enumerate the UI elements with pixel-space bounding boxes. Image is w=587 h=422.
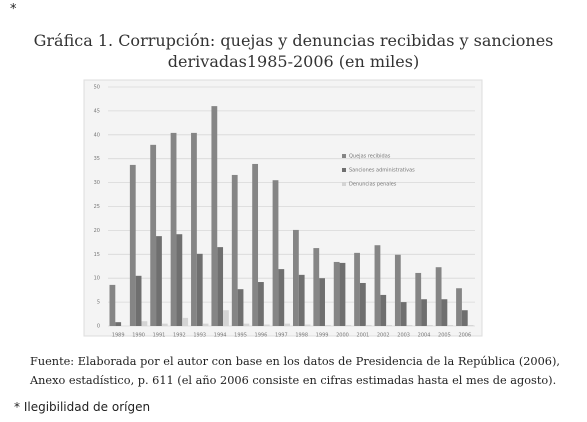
x-tick-label: 1999 bbox=[316, 333, 329, 339]
bar bbox=[298, 274, 305, 326]
x-tick-label: 2002 bbox=[377, 333, 390, 339]
bar bbox=[324, 325, 331, 326]
bar bbox=[447, 325, 454, 326]
bar bbox=[272, 180, 279, 326]
y-tick-label: 45 bbox=[94, 108, 100, 114]
bar bbox=[359, 282, 366, 326]
bar bbox=[313, 248, 320, 326]
legend-label: Quejas recibidas bbox=[349, 154, 391, 160]
bar bbox=[304, 324, 311, 326]
bar bbox=[394, 254, 401, 326]
bar bbox=[150, 144, 157, 326]
x-tick-label: 2003 bbox=[397, 333, 410, 339]
bar bbox=[333, 261, 340, 326]
bar bbox=[354, 252, 360, 326]
bar bbox=[237, 289, 244, 326]
bar bbox=[191, 132, 197, 326]
bar bbox=[223, 310, 229, 326]
bar bbox=[421, 299, 427, 326]
y-tick-label: 0 bbox=[97, 324, 100, 330]
bar bbox=[292, 229, 299, 326]
marker: * bbox=[10, 2, 17, 17]
bar bbox=[141, 321, 148, 326]
legend-swatch bbox=[342, 154, 346, 158]
x-tick-label: 2001 bbox=[356, 333, 369, 339]
bar bbox=[217, 247, 224, 326]
bar bbox=[109, 284, 116, 326]
bar bbox=[252, 163, 259, 326]
bar bbox=[319, 278, 325, 326]
y-tick-label: 50 bbox=[94, 85, 100, 91]
bar bbox=[176, 234, 183, 326]
bar bbox=[156, 236, 162, 326]
legend-label: Sanciones administrativas bbox=[349, 168, 415, 174]
bar bbox=[461, 310, 468, 326]
source-note: Fuente: Elaborada por el autor con base … bbox=[30, 355, 560, 387]
x-tick-label: 2005 bbox=[438, 333, 451, 339]
y-tick-label: 25 bbox=[94, 204, 100, 210]
bar bbox=[456, 288, 462, 326]
bar bbox=[115, 322, 122, 326]
bar bbox=[258, 282, 264, 326]
y-tick-label: 40 bbox=[94, 132, 100, 138]
x-tick-label: 1992 bbox=[173, 333, 186, 339]
bar bbox=[426, 325, 433, 326]
bar bbox=[278, 269, 285, 326]
legend-swatch bbox=[342, 182, 346, 186]
x-tick-label: 1989 bbox=[112, 333, 125, 339]
x-tick-label: 1990 bbox=[132, 333, 145, 339]
bar bbox=[211, 106, 218, 327]
bar bbox=[202, 323, 209, 326]
bar bbox=[196, 253, 203, 326]
bar bbox=[231, 174, 238, 326]
bar bbox=[243, 323, 250, 326]
bar bbox=[467, 325, 474, 326]
bar bbox=[170, 132, 177, 326]
legend-label: Denuncias penales bbox=[349, 182, 397, 188]
footnote: * Ilegibilidad de orígen bbox=[14, 400, 151, 414]
y-tick-label: 35 bbox=[94, 156, 100, 162]
bar bbox=[129, 164, 136, 326]
legend-swatch bbox=[342, 168, 346, 172]
x-tick-label: 2006 bbox=[458, 333, 471, 339]
bar bbox=[386, 325, 392, 326]
bar bbox=[135, 275, 142, 326]
y-tick-label: 20 bbox=[94, 228, 100, 234]
bar bbox=[339, 262, 346, 326]
x-tick-label: 1991 bbox=[153, 333, 166, 339]
x-tick-label: 1994 bbox=[214, 333, 227, 339]
bar bbox=[415, 272, 422, 326]
bar bbox=[345, 325, 352, 326]
bar bbox=[406, 325, 413, 326]
bar bbox=[441, 299, 448, 326]
bar bbox=[161, 323, 168, 326]
y-tick-label: 5 bbox=[97, 300, 100, 306]
bar bbox=[374, 245, 381, 326]
x-tick-label: 1993 bbox=[193, 333, 206, 339]
x-tick-label: 2004 bbox=[418, 333, 431, 339]
bar bbox=[435, 267, 442, 326]
y-tick-label: 15 bbox=[94, 252, 100, 258]
chart-title: Gráfica 1. Corrupción: quejas y denuncia… bbox=[33, 31, 554, 71]
bar bbox=[400, 302, 407, 326]
bar bbox=[182, 317, 189, 326]
y-tick-label: 30 bbox=[94, 180, 100, 186]
bar bbox=[380, 294, 387, 326]
x-tick-label: 2000 bbox=[336, 333, 349, 339]
x-tick-label: 1996 bbox=[255, 333, 268, 339]
x-tick-label: 1997 bbox=[275, 333, 288, 339]
bar bbox=[263, 324, 270, 326]
y-tick-label: 10 bbox=[94, 276, 100, 282]
bar bbox=[365, 325, 372, 326]
x-tick-label: 1998 bbox=[295, 333, 308, 339]
x-tick-label: 1995 bbox=[234, 333, 247, 339]
bar bbox=[284, 323, 291, 326]
